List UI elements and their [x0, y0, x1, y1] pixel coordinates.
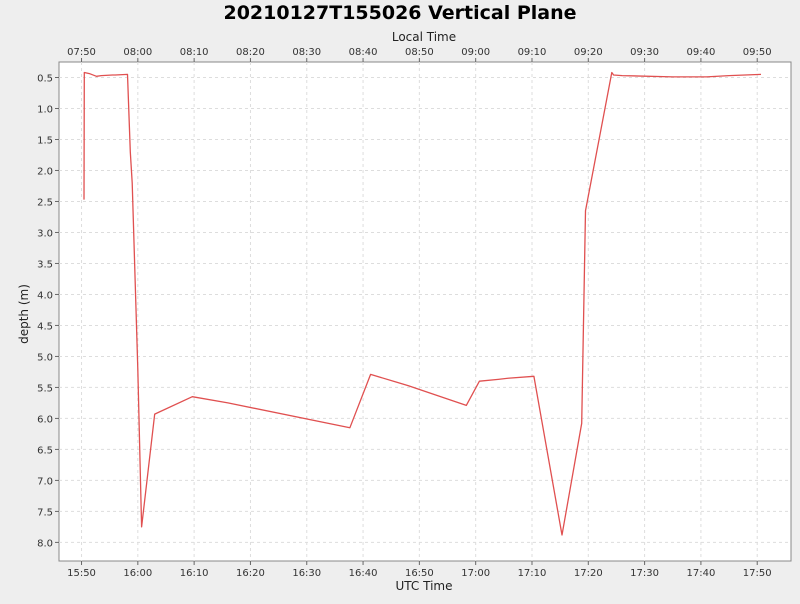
x-tick-label: 17:50 [743, 568, 772, 579]
axis-ticks: 15:50 07:50 16:00 08:00 16:10 08:10 16:20 08:20… [37, 47, 772, 579]
local-time-axis-label: Local Time [392, 30, 456, 44]
x2-tick-label: 09:10 [518, 47, 547, 58]
y-tick-label: 3.5 [37, 259, 53, 270]
x-tick-label: 17:40 [686, 568, 715, 579]
y-tick-label: 7.0 [37, 476, 53, 487]
x2-tick-label: 08:10 [180, 47, 209, 58]
series-layer [83, 71, 762, 536]
x2-tick-label: 08:50 [405, 47, 434, 58]
x-tick-label: 16:50 [405, 568, 434, 579]
y-tick-label: 1.0 [37, 104, 53, 115]
x2-tick-label: 09:30 [630, 47, 659, 58]
x-tick-label: 16:30 [292, 568, 321, 579]
y-tick-label: 4.0 [37, 290, 53, 301]
x-tick-label: 16:40 [349, 568, 378, 579]
x2-tick-label: 09:20 [574, 47, 603, 58]
x2-tick-label: 08:20 [236, 47, 265, 58]
y-tick-label: 1.5 [37, 135, 53, 146]
x-tick-label: 16:10 [180, 568, 209, 579]
x2-tick-label: 08:30 [292, 47, 321, 58]
depth-axis-label: depth (m) [17, 284, 31, 344]
y-tick-label: 4.5 [37, 321, 53, 332]
x2-tick-label: 09:50 [743, 47, 772, 58]
y-tick-label: 6.0 [37, 414, 53, 425]
grid-lines [59, 62, 791, 561]
x2-tick-label: 08:40 [349, 47, 378, 58]
chart-title: 20210127T155026 Vertical Plane [223, 2, 576, 24]
y-tick-label: 0.5 [37, 73, 53, 84]
x2-tick-label: 08:00 [123, 47, 152, 58]
x-tick-label: 16:20 [236, 568, 265, 579]
x-tick-label: 17:10 [518, 568, 547, 579]
x2-tick-label: 09:40 [686, 47, 715, 58]
x2-tick-label: 07:50 [67, 47, 96, 58]
utc-time-axis-label: UTC Time [396, 579, 453, 593]
depth-series-line [83, 71, 762, 536]
x-tick-label: 15:50 [67, 568, 96, 579]
y-tick-label: 5.0 [37, 352, 53, 363]
y-tick-label: 7.5 [37, 507, 53, 518]
x-tick-label: 17:00 [461, 568, 490, 579]
x-tick-label: 16:00 [123, 568, 152, 579]
x-tick-label: 17:20 [574, 568, 603, 579]
plot-area [58, 61, 792, 562]
y-tick-label: 6.5 [37, 445, 53, 456]
y-tick-label: 2.5 [37, 197, 53, 208]
y-tick-label: 5.5 [37, 383, 53, 394]
y-tick-label: 8.0 [37, 538, 53, 549]
x2-tick-label: 09:00 [461, 47, 490, 58]
y-tick-label: 2.0 [37, 166, 53, 177]
x-tick-label: 17:30 [630, 568, 659, 579]
y-tick-label: 3.0 [37, 228, 53, 239]
